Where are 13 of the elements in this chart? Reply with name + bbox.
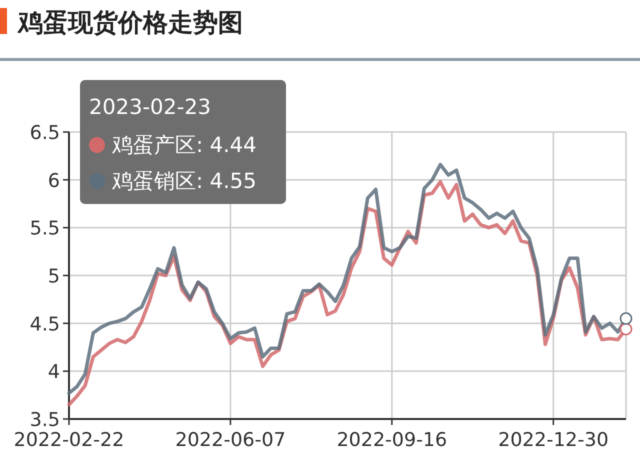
y-tick-label: 4.5	[30, 313, 60, 336]
y-tick-label: 4	[48, 361, 60, 384]
y-tick-label: 5.5	[30, 218, 60, 240]
x-tick-label: 2022-12-30	[498, 429, 609, 451]
x-tick-label: 2022-06-07	[175, 429, 286, 451]
tooltip: 2023-02-23 鸡蛋产区: 4.44 鸡蛋销区: 4.55	[80, 80, 286, 204]
x-tick-label: 2022-09-16	[336, 429, 448, 451]
chart-title: 鸡蛋现货价格走势图	[17, 8, 243, 37]
y-tick-label: 3.5	[30, 409, 60, 431]
y-tick-label: 6.5	[30, 122, 60, 144]
y-tick-label: 6	[48, 170, 60, 192]
x-tick-label: 2022-02-22	[14, 429, 124, 451]
y-tick-label: 5	[48, 266, 60, 288]
